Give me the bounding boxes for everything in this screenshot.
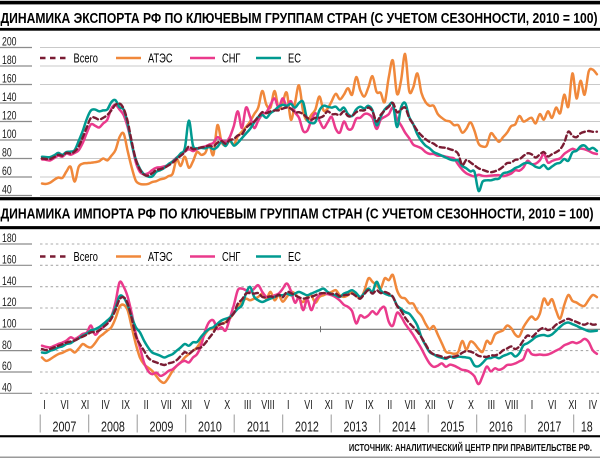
svg-text:2014: 2014 (392, 418, 416, 435)
svg-text:80: 80 (2, 146, 12, 160)
svg-text:СНГ: СНГ (222, 250, 240, 264)
svg-text:XII: XII (181, 399, 192, 413)
svg-text:Всего: Всего (74, 250, 98, 264)
svg-text:II: II (144, 399, 149, 413)
svg-text:VII: VII (405, 399, 416, 413)
svg-text:2011: 2011 (247, 418, 270, 435)
svg-text:60: 60 (2, 360, 12, 374)
svg-text:V: V (448, 399, 455, 413)
svg-text:VIII: VIII (505, 399, 518, 413)
svg-text:2007: 2007 (53, 418, 77, 435)
svg-text:VI: VI (548, 399, 556, 413)
svg-text:АТЭС: АТЭС (148, 52, 173, 66)
svg-text:XI: XI (325, 399, 333, 413)
svg-text:2013: 2013 (344, 418, 368, 435)
svg-text:XI: XI (81, 399, 89, 413)
svg-text:160: 160 (2, 253, 17, 267)
svg-text:VI: VI (304, 399, 312, 413)
svg-text:I: I (531, 399, 533, 413)
svg-text:60: 60 (2, 165, 12, 179)
svg-text:40: 40 (2, 183, 12, 197)
svg-text:IV: IV (101, 399, 110, 413)
svg-text:100: 100 (2, 128, 17, 142)
svg-text:120: 120 (2, 109, 17, 123)
svg-text:IV: IV (589, 399, 598, 413)
svg-text:ИСТОЧНИК: АНАЛИТИЧЕСКИЙ ЦЕНТР: ИСТОЧНИК: АНАЛИТИЧЕСКИЙ ЦЕНТР ПРИ ПРАВИТ… (349, 441, 592, 454)
svg-text:XII: XII (425, 399, 436, 413)
svg-text:X: X (224, 399, 231, 413)
svg-text:140: 140 (2, 275, 17, 289)
svg-text:18: 18 (581, 418, 593, 435)
svg-text:IX: IX (122, 399, 131, 413)
svg-text:V: V (204, 399, 211, 413)
svg-text:2017: 2017 (538, 418, 562, 435)
svg-text:I: I (43, 399, 45, 413)
svg-text:2010: 2010 (198, 418, 222, 435)
svg-text:X: X (468, 399, 475, 413)
svg-text:80: 80 (2, 338, 12, 352)
svg-text:2012: 2012 (295, 418, 319, 435)
svg-text:СНГ: СНГ (222, 52, 240, 66)
svg-text:ДИНАМИКА ИМПОРТА РФ ПО КЛЮЧЕВЫ: ДИНАМИКА ИМПОРТА РФ ПО КЛЮЧЕВЫМ ГРУППАМ … (1, 205, 594, 222)
svg-text:180: 180 (2, 54, 17, 68)
svg-text:III: III (488, 399, 495, 413)
svg-text:180: 180 (2, 232, 17, 246)
svg-text:IV: IV (345, 399, 354, 413)
svg-text:XI: XI (568, 399, 576, 413)
svg-text:I: I (287, 399, 289, 413)
svg-text:ЕС: ЕС (288, 52, 301, 66)
svg-text:IX: IX (365, 399, 374, 413)
svg-text:2009: 2009 (150, 418, 174, 435)
svg-text:Всего: Всего (74, 52, 98, 66)
svg-text:II: II (387, 399, 392, 413)
svg-text:100: 100 (2, 317, 17, 331)
svg-text:40: 40 (2, 381, 12, 395)
svg-text:III: III (244, 399, 251, 413)
svg-text:ДИНАМИКА ЭКСПОРТА РФ ПО КЛЮЧЕВ: ДИНАМИКА ЭКСПОРТА РФ ПО КЛЮЧЕВЫМ ГРУППАМ… (1, 10, 598, 27)
svg-text:VI: VI (61, 399, 69, 413)
svg-text:200: 200 (2, 35, 17, 49)
svg-text:АТЭС: АТЭС (148, 250, 173, 264)
svg-text:120: 120 (2, 296, 17, 310)
svg-text:2015: 2015 (441, 418, 465, 435)
svg-text:ЕС: ЕС (288, 250, 301, 264)
svg-text:VII: VII (161, 399, 172, 413)
svg-text:160: 160 (2, 72, 17, 86)
svg-text:140: 140 (2, 91, 17, 105)
svg-text:2008: 2008 (101, 418, 125, 435)
svg-text:VIII: VIII (261, 399, 274, 413)
svg-text:2016: 2016 (489, 418, 513, 435)
